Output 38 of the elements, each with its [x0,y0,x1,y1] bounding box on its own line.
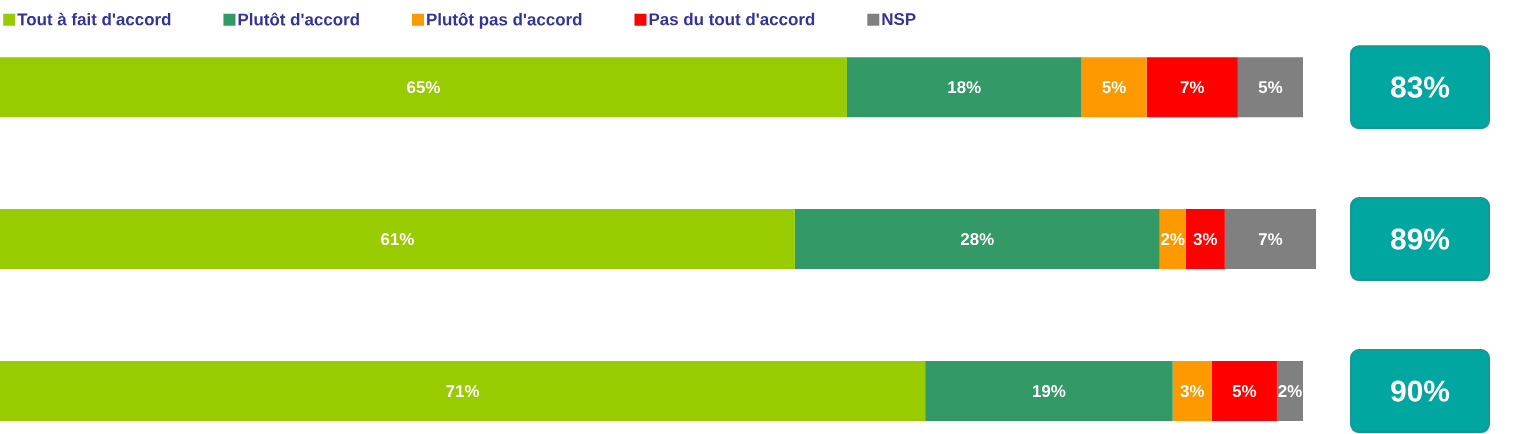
legend-label: Pas du tout d'accord [649,12,815,26]
data-label: 18% [948,81,981,94]
text: 89% [1391,228,1450,250]
data-label: 71% [446,385,480,397]
legend-label: NSP [882,13,916,26]
bar [1237,57,1304,118]
data-label: 5% [1232,385,1257,398]
bar [1276,361,1304,422]
legend-label: Plutôt pas d'accord [427,12,582,29]
bar [0,209,795,270]
text: 83% [1391,76,1450,98]
data-label: 5% [1258,81,1283,94]
data-label: 5% [1102,81,1126,94]
bar [925,361,1173,422]
legend-label: Tout à fait d'accord [17,12,171,26]
bar [1224,209,1317,270]
data-label: 7% [1180,81,1205,94]
bar [794,209,1160,270]
data-label: 61% [381,233,414,246]
data-label: 65% [407,81,440,94]
data-label: 19% [1033,385,1066,398]
text: 90% [1391,380,1450,402]
bar [0,361,926,422]
bar [1146,57,1238,118]
data-label: 28% [960,233,994,246]
data-label: 3% [1180,385,1205,398]
bar [1159,209,1186,270]
data-label: 2% [1161,233,1185,246]
bar [0,57,847,118]
data-label: 2% [1278,385,1302,398]
legend-label: Plutôt d'accord [238,12,359,26]
data-label: 3% [1193,233,1218,246]
bar [1211,361,1277,422]
bar [1081,57,1147,118]
data-label: 7% [1258,233,1283,246]
bar [1172,361,1212,422]
bar [1185,209,1225,270]
bar [846,57,1082,118]
